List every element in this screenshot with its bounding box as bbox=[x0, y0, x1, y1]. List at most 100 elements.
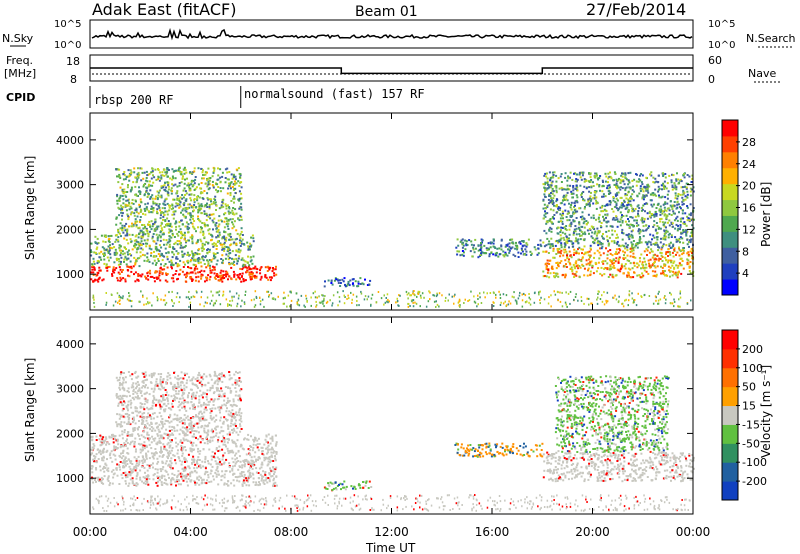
xtick-label-6: 00:00 bbox=[676, 525, 711, 539]
xtick-label-4: 16:00 bbox=[475, 525, 510, 539]
cpid-label: CPID bbox=[6, 91, 35, 104]
velocity-data bbox=[90, 370, 695, 512]
colorbar-swatch-1 bbox=[722, 279, 738, 296]
colorbar-swatch-4 bbox=[722, 231, 738, 248]
xtick-label-1: 04:00 bbox=[173, 525, 208, 539]
noise-right-tick-bottom: 10^0 bbox=[708, 40, 735, 51]
scatter-region-3 bbox=[323, 480, 373, 492]
noise-panel: N.Sky 10^5 10^0 10^5 10^0 N.Search bbox=[2, 19, 796, 51]
nave-label: Nave bbox=[748, 67, 776, 80]
power-colorbar-label: Power [dB] bbox=[759, 182, 773, 247]
colorbar-swatch-5 bbox=[722, 405, 738, 425]
scatter-region-6 bbox=[554, 375, 670, 454]
scatter-region-1 bbox=[90, 265, 278, 283]
colorbar-swatch-8 bbox=[722, 348, 738, 369]
xtick-label-2: 08:00 bbox=[274, 525, 309, 539]
cpid-panel: CPID rbsp 200 RF normalsound (fast) 157 … bbox=[6, 86, 425, 108]
xtick-label-3: 12:00 bbox=[374, 525, 409, 539]
freq-label-2: [MHz] bbox=[4, 67, 36, 80]
scatter-region-6 bbox=[542, 247, 695, 279]
near-range-speckle bbox=[92, 290, 692, 308]
scatter-region-1 bbox=[90, 433, 278, 487]
colorbar-swatch-8 bbox=[722, 167, 738, 185]
ytick-label-2000: 2000 bbox=[56, 223, 84, 236]
colorbar-swatch-1 bbox=[722, 481, 738, 501]
colorbar-swatch-7 bbox=[722, 367, 738, 388]
colorbar-tick-1: 28 bbox=[742, 136, 756, 149]
x-axis-label: Time UT bbox=[365, 541, 416, 554]
scatter-region-4 bbox=[323, 277, 372, 288]
xtick-label-0: 00:00 bbox=[73, 525, 108, 539]
nave-tick-top: 60 bbox=[708, 54, 722, 67]
xtick-label-5: 20:00 bbox=[575, 525, 610, 539]
nsky-label: N.Sky bbox=[2, 32, 34, 45]
colorbar-swatch-3 bbox=[722, 443, 738, 463]
colorbar-swatch-2 bbox=[722, 462, 738, 482]
frequency-trace bbox=[90, 67, 693, 75]
noise-left-tick-bottom: 10^0 bbox=[54, 40, 81, 51]
colorbar-tick-5: -15 bbox=[742, 418, 760, 431]
velocity-ylabel: Slant Range [km] bbox=[23, 358, 37, 462]
cpid-segment-2: normalsound (fast) 157 RF bbox=[244, 87, 425, 101]
velocity-panel: 4000 3000 2000 1000 bbox=[56, 316, 695, 515]
ytick-label-4000: 4000 bbox=[56, 134, 84, 147]
colorbar-tick-1: 200 bbox=[742, 343, 763, 356]
colorbar-tick-2: 100 bbox=[742, 362, 763, 375]
power-panel: 4000 3000 2000 1000 bbox=[56, 112, 695, 311]
scatter-region-5 bbox=[542, 451, 695, 483]
scatter-region-7 bbox=[542, 171, 695, 250]
radar-title: Adak East (fitACF) bbox=[92, 0, 236, 19]
colorbar-swatch-3 bbox=[722, 247, 738, 264]
velocity-colorbar-label: Velocity [m s⁻¹] bbox=[759, 365, 773, 458]
scatter-region-3 bbox=[115, 166, 243, 236]
colorbar-tick-3: 50 bbox=[742, 381, 756, 394]
colorbar-swatch-5 bbox=[722, 215, 738, 232]
scatter-region-2 bbox=[115, 370, 243, 436]
beam-label: Beam 01 bbox=[355, 4, 418, 20]
colorbar-tick-6: -50 bbox=[742, 437, 760, 450]
colorbar-tick-4: 15 bbox=[742, 400, 756, 413]
colorbar-tick-5: 12 bbox=[742, 223, 756, 236]
power-ylabel: Slant Range [km] bbox=[23, 156, 37, 260]
colorbar-swatch-6 bbox=[722, 386, 738, 407]
colorbar-swatch-10 bbox=[722, 135, 738, 153]
colorbar-tick-7: 4 bbox=[742, 267, 749, 280]
date-label: 27/Feb/2014 bbox=[586, 0, 686, 19]
colorbar-tick-7: -100 bbox=[742, 456, 767, 469]
ytick-label-1000: 1000 bbox=[56, 268, 84, 281]
scatter-region-2 bbox=[90, 234, 255, 268]
colorbar-swatch-2 bbox=[722, 263, 738, 280]
colorbar-tick-3: 20 bbox=[742, 180, 756, 193]
colorbar-tick-6: 8 bbox=[742, 245, 749, 258]
freq-tick-bottom: 8 bbox=[70, 73, 77, 86]
nsearch-label: N.Search bbox=[746, 32, 796, 45]
power-colorbar: 28 24 20 16 12 8 4 bbox=[721, 119, 756, 296]
power-data bbox=[90, 166, 695, 308]
colorbar-swatch-7 bbox=[722, 183, 738, 201]
colorbar-swatch-6 bbox=[722, 199, 738, 216]
frequency-panel: Freq. [MHz] 18 8 60 0 Nave bbox=[4, 54, 780, 86]
ytick-label-3000: 3000 bbox=[56, 383, 84, 396]
scatter-region-4 bbox=[454, 442, 544, 458]
colorbar-swatch-11 bbox=[722, 120, 738, 137]
velocity-colorbar: 200 100 50 15 -15 -50 -100 -200 bbox=[721, 329, 767, 501]
scatter-region-5 bbox=[455, 238, 543, 259]
cpid-segment-1: rbsp 200 RF bbox=[94, 93, 173, 107]
colorbar-tick-8: -200 bbox=[742, 475, 767, 488]
noise-right-tick-top: 10^5 bbox=[708, 19, 735, 30]
colorbar-swatch-9 bbox=[722, 330, 738, 350]
ytick-label-1000: 1000 bbox=[56, 472, 84, 485]
ytick-label-3000: 3000 bbox=[56, 179, 84, 192]
ytick-label-2000: 2000 bbox=[56, 427, 84, 440]
noise-sky-trace bbox=[91, 27, 693, 41]
freq-tick-top: 18 bbox=[66, 55, 80, 68]
noise-left-tick-top: 10^5 bbox=[54, 19, 81, 30]
freq-label-1: Freq. bbox=[6, 54, 33, 67]
colorbar-swatch-9 bbox=[722, 151, 738, 169]
ytick-label-4000: 4000 bbox=[56, 338, 84, 351]
x-axis: 00:00 04:00 08:00 12:00 16:00 20:00 00:00 bbox=[73, 113, 711, 539]
colorbar-swatch-4 bbox=[722, 424, 738, 444]
colorbar-tick-2: 24 bbox=[742, 158, 756, 171]
colorbar-tick-4: 16 bbox=[742, 202, 756, 215]
